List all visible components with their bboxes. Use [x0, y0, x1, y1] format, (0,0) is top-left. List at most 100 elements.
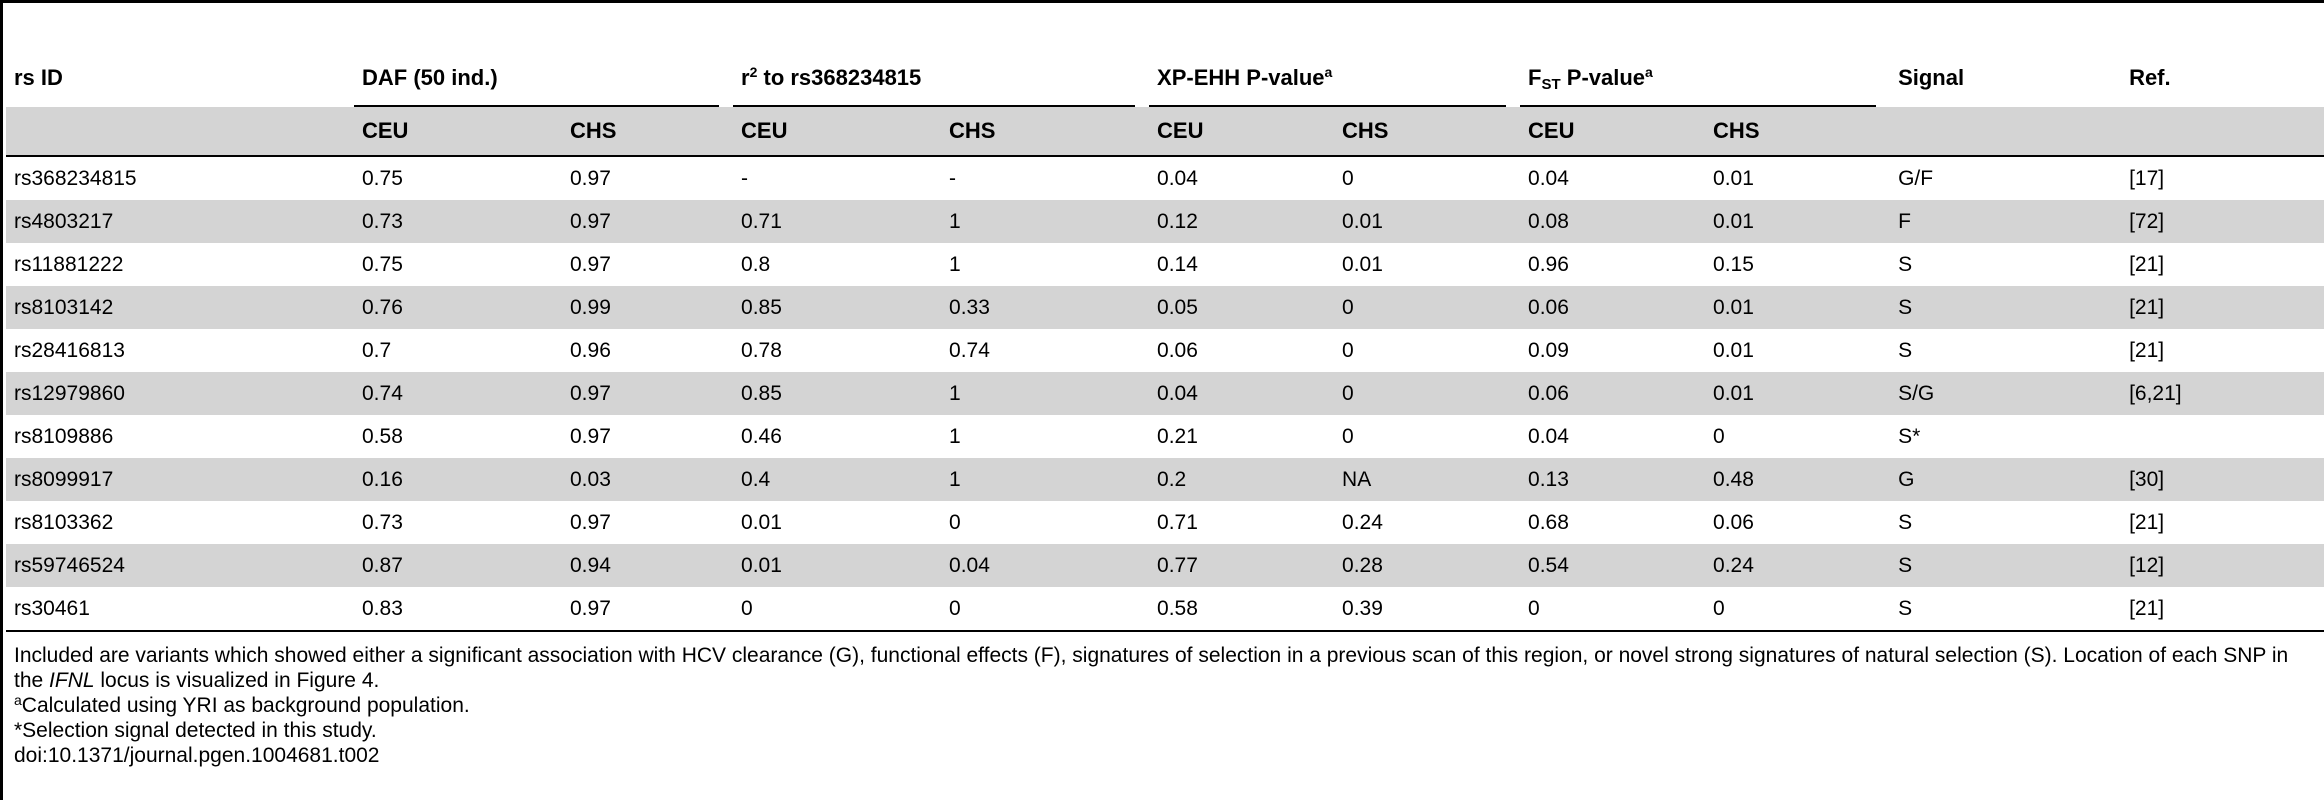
cell-daf-ceu: 0.76 — [354, 286, 562, 329]
cell-r2-ceu: 0.71 — [733, 200, 942, 243]
header-fst-sup: a — [1645, 64, 1653, 80]
cell-xpehh-ceu: 0.21 — [1157, 424, 1198, 448]
header-xpehh: XP-EHH P-valuea — [1149, 49, 1521, 107]
cell-daf-chs: 0.97 — [570, 510, 611, 534]
cell-r2-ceu: 0.85 — [733, 286, 942, 329]
cell-rs-id: rs12979860 — [6, 372, 354, 415]
cell-xpehh-ceu: 0.77 — [1149, 544, 1335, 587]
cell-ref — [2121, 415, 2324, 458]
header-r2-sup: 2 — [749, 64, 758, 80]
cell-daf-chs: 0.03 — [562, 458, 734, 501]
header-daf-rule — [354, 105, 720, 107]
cell-signal: G — [1890, 458, 2122, 501]
cell-signal: S — [1890, 587, 2122, 632]
cell-daf-chs: 0.97 — [570, 166, 611, 190]
table-row: rs8103142 0.76 0.99 0.85 0.33 0.05 0 0.0… — [6, 286, 2324, 329]
table-row: rs8099917 0.16 0.03 0.4 1 0.2 NA 0.13 0.… — [6, 458, 2324, 501]
cell-fst-chs: 0 — [1713, 424, 1725, 448]
cell-daf-ceu: 0.73 — [362, 510, 403, 534]
cell-rs-id: rs8099917 — [6, 458, 354, 501]
header-row-sub: CEU CHS CEU CHS CEU CHS CEU CHS — [6, 107, 2324, 157]
footnote-doi: doi:10.1371/journal.pgen.1004681.t002 — [14, 744, 380, 767]
cell-rs-id: rs30461 — [6, 587, 354, 632]
cell-signal: S* — [1898, 424, 1921, 448]
header-r2-rule — [733, 105, 1136, 107]
table-row: rs30461 0.83 0.97 0 0 0.58 0.39 0 0 S [2… — [6, 587, 2324, 632]
cell-rs-id: rs4803217 — [6, 200, 354, 243]
cell-ref: [6,21] — [2121, 372, 2324, 415]
cell-ref: [72] — [2121, 200, 2324, 243]
cell-rs-id: rs28416813 — [14, 338, 125, 362]
header-rs-id: rs ID — [6, 49, 354, 107]
header-daf: DAF (50 ind.) — [354, 49, 734, 107]
cell-r2-ceu: - — [741, 166, 749, 190]
cell-r2-ceu: 0.8 — [741, 252, 771, 276]
cell-signal: S — [1898, 338, 1913, 362]
cell-xpehh-chs: 0.28 — [1334, 544, 1521, 587]
header-ref: Ref. — [2121, 49, 2324, 107]
cell-fst-ceu: 0.54 — [1520, 544, 1706, 587]
subheader-daf-chs: CHS — [562, 107, 734, 157]
cell-fst-chs: 0.01 — [1705, 372, 1891, 415]
cell-r2-chs: 0.04 — [941, 544, 1150, 587]
cell-xpehh-chs: 0 — [1334, 372, 1521, 415]
cell-fst-ceu: 0.04 — [1528, 424, 1569, 448]
cell-r2-ceu: 0 — [733, 587, 942, 632]
cell-xpehh-chs: 0 — [1334, 286, 1521, 329]
cell-xpehh-chs: 0.01 — [1334, 200, 1521, 243]
cell-fst-chs: 0 — [1705, 587, 1891, 632]
header-fst: FST P-valuea — [1520, 49, 1891, 107]
cell-daf-chs: 0.96 — [570, 338, 611, 362]
footnote-main-gene: IFNL — [49, 669, 95, 692]
header-signal-label: Signal — [1898, 65, 1965, 90]
subheader-xpehh-ceu: CEU — [1149, 107, 1335, 157]
cell-fst-ceu: 0.13 — [1520, 458, 1706, 501]
table-row: rs12979860 0.74 0.97 0.85 1 0.04 0 0.06 … — [6, 372, 2324, 415]
footnote-main-text-1: Included are variants which showed eithe… — [14, 644, 2289, 692]
cell-daf-ceu: 0.73 — [354, 200, 562, 243]
cell-daf-chs: 0.97 — [562, 372, 734, 415]
cell-xpehh-ceu: 0.04 — [1149, 372, 1335, 415]
cell-fst-chs: 0.01 — [1705, 200, 1891, 243]
footnote-a-text: Calculated using YRI as background popul… — [21, 694, 470, 717]
cell-r2-chs: 1 — [949, 252, 961, 276]
cell-daf-ceu: 0.7 — [362, 338, 392, 362]
cell-rs-id: rs368234815 — [14, 166, 137, 190]
table-header: rs ID DAF (50 ind.) r2 to rs368234815 XP… — [6, 49, 2324, 157]
cell-fst-ceu: 0.06 — [1520, 286, 1706, 329]
subheader-r2-chs: CHS — [941, 107, 1150, 157]
table-row: rs8103362 0.73 0.97 0.01 0 0.71 0.24 0.6… — [6, 501, 2324, 544]
cell-daf-ceu: 0.74 — [354, 372, 562, 415]
subheader-daf-ceu: CEU — [354, 107, 562, 157]
cell-daf-chs: 0.94 — [562, 544, 734, 587]
subheader-fst-chs: CHS — [1705, 107, 1891, 157]
footnote-a: aCalculated using YRI as background popu… — [14, 693, 2314, 718]
cell-signal: S/G — [1890, 372, 2122, 415]
cell-daf-ceu: 0.75 — [362, 166, 403, 190]
footnote-main: Included are variants which showed eithe… — [14, 643, 2314, 693]
table-row: rs4803217 0.73 0.97 0.71 1 0.12 0.01 0.0… — [6, 200, 2324, 243]
cell-fst-ceu: 0.96 — [1528, 252, 1569, 276]
cell-daf-ceu: 0.75 — [362, 252, 403, 276]
cell-xpehh-chs: 0 — [1342, 424, 1354, 448]
cell-xpehh-chs: 0 — [1342, 338, 1354, 362]
cell-daf-ceu: 0.83 — [354, 587, 562, 632]
cell-xpehh-chs: 0.01 — [1342, 252, 1383, 276]
cell-ref: [21] — [2129, 252, 2165, 276]
cell-signal: S — [1898, 510, 1913, 534]
header-xpehh-rule — [1149, 105, 1507, 107]
cell-ref: [12] — [2121, 544, 2324, 587]
cell-fst-chs: 0.48 — [1705, 458, 1891, 501]
cell-rs-id: rs8103142 — [6, 286, 354, 329]
snp-table: rs ID DAF (50 ind.) r2 to rs368234815 XP… — [6, 49, 2324, 632]
cell-ref: [21] — [2129, 338, 2165, 362]
cell-r2-chs: 0.74 — [949, 338, 990, 362]
subheader-fst-ceu: CEU — [1520, 107, 1706, 157]
header-row-top: rs ID DAF (50 ind.) r2 to rs368234815 XP… — [6, 49, 2324, 107]
cell-daf-chs: 0.97 — [562, 200, 734, 243]
footnote-a-mark: a — [14, 692, 22, 708]
cell-rs-id: rs11881222 — [14, 252, 124, 276]
subheader-empty-rs — [6, 107, 354, 157]
table-row: rs28416813 0.7 0.96 0.78 0.74 0.06 0 0.0… — [6, 329, 2324, 372]
cell-fst-ceu: 0 — [1520, 587, 1706, 632]
